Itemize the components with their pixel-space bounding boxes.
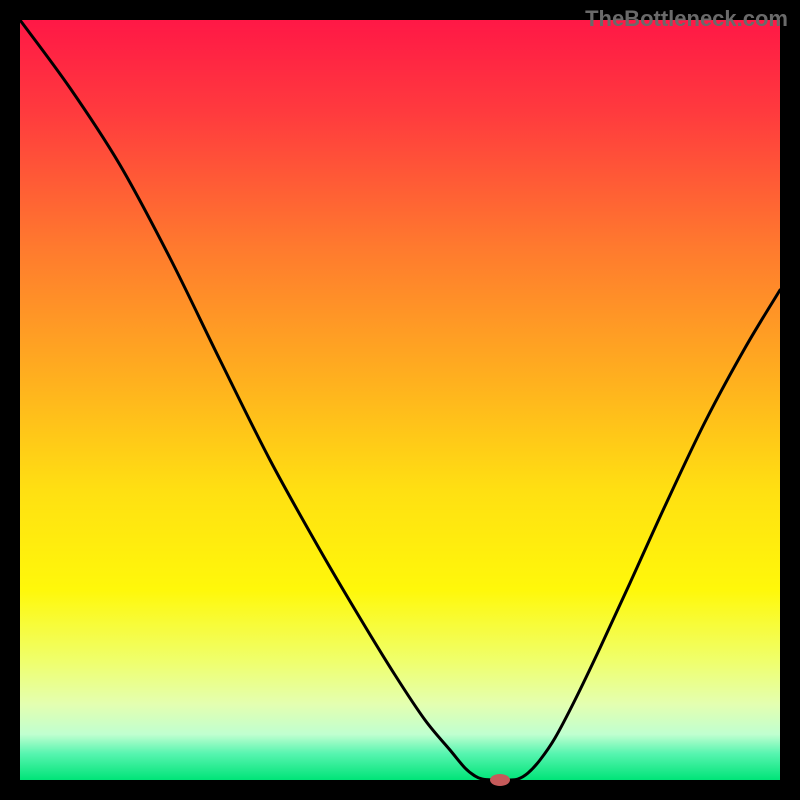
chart-svg [0, 0, 800, 800]
watermark-text: TheBottleneck.com [585, 6, 788, 32]
plot-background [20, 20, 780, 780]
chart-stage: TheBottleneck.com [0, 0, 800, 800]
optimum-marker [490, 774, 510, 786]
